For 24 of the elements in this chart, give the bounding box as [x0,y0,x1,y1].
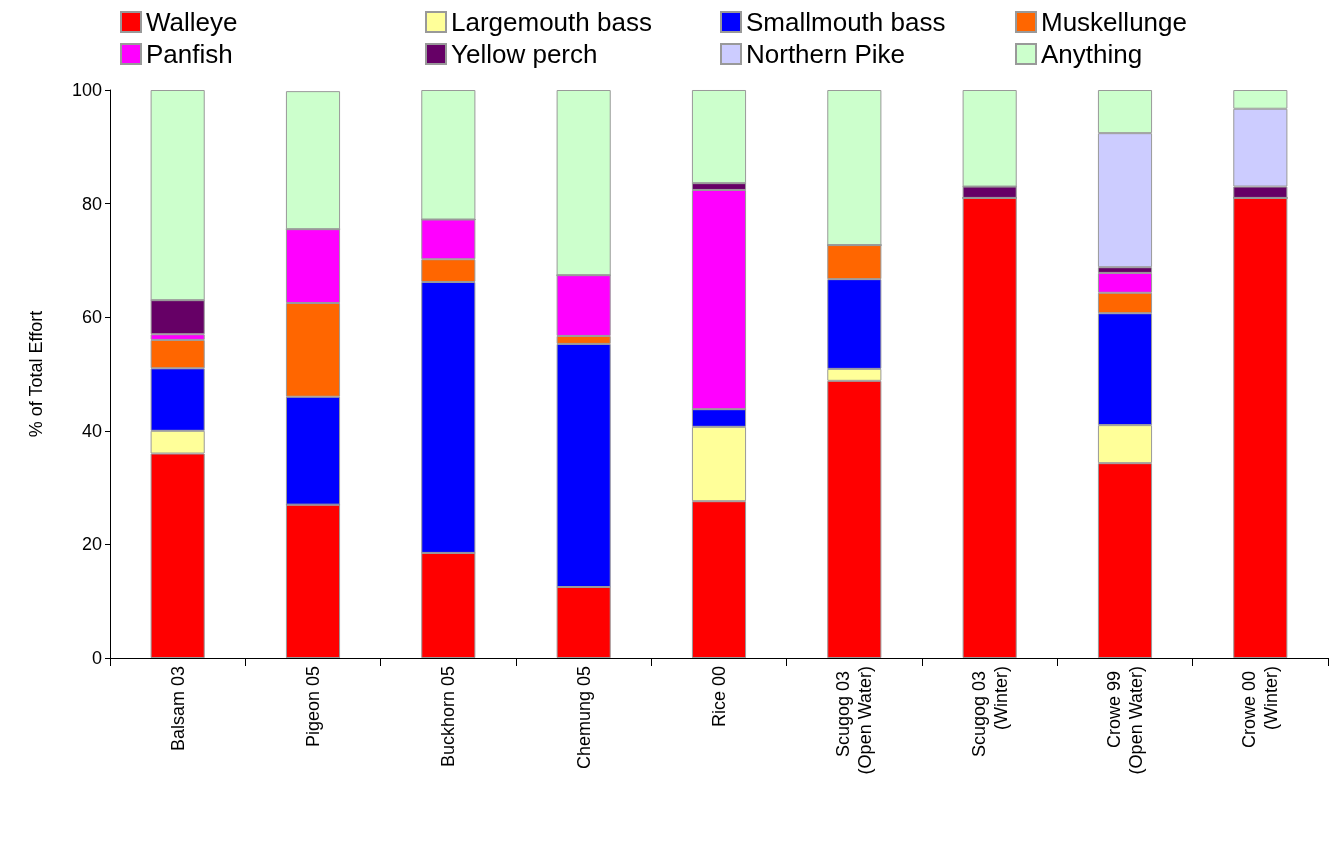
legend-label: Panfish [146,39,233,69]
legend-label: Yellow perch [451,39,598,69]
y-tick-label: 60 [81,307,102,328]
y-tick-label: 40 [81,420,102,441]
y-axis-title: % of Total Effort [26,310,46,438]
x-tick-label: Buckhorn 05 [438,666,459,768]
x-tick-label: Crowe 00 (Winter) [1239,666,1282,749]
legend-label: Northern Pike [746,39,905,69]
legend-label: Muskellunge [1041,7,1187,37]
y-tick-label: 0 [91,648,102,668]
y-tick-label: 20 [81,534,102,555]
legend-label: Anything [1041,39,1143,69]
x-tick-label: Rice 00 [709,666,729,728]
x-tick-label: Balsam 03 [167,666,188,752]
x-tick-label: Pigeon 05 [303,666,323,748]
legend-label: Smallmouth bass [746,7,946,37]
x-tick-label: Scugog 03 (Open Water) [833,666,876,775]
x-tick-label: Crowe 99 (Open Water) [1104,666,1146,775]
legend-label: Largemouth bass [451,7,652,37]
y-tick-label: 100 [71,80,102,100]
legend-label: Walleye [146,7,238,37]
x-tick-label: Scugog 03 (Winter) [968,666,1011,758]
y-tick-label: 80 [81,193,102,214]
x-tick-label: Chemung 05 [573,666,594,770]
